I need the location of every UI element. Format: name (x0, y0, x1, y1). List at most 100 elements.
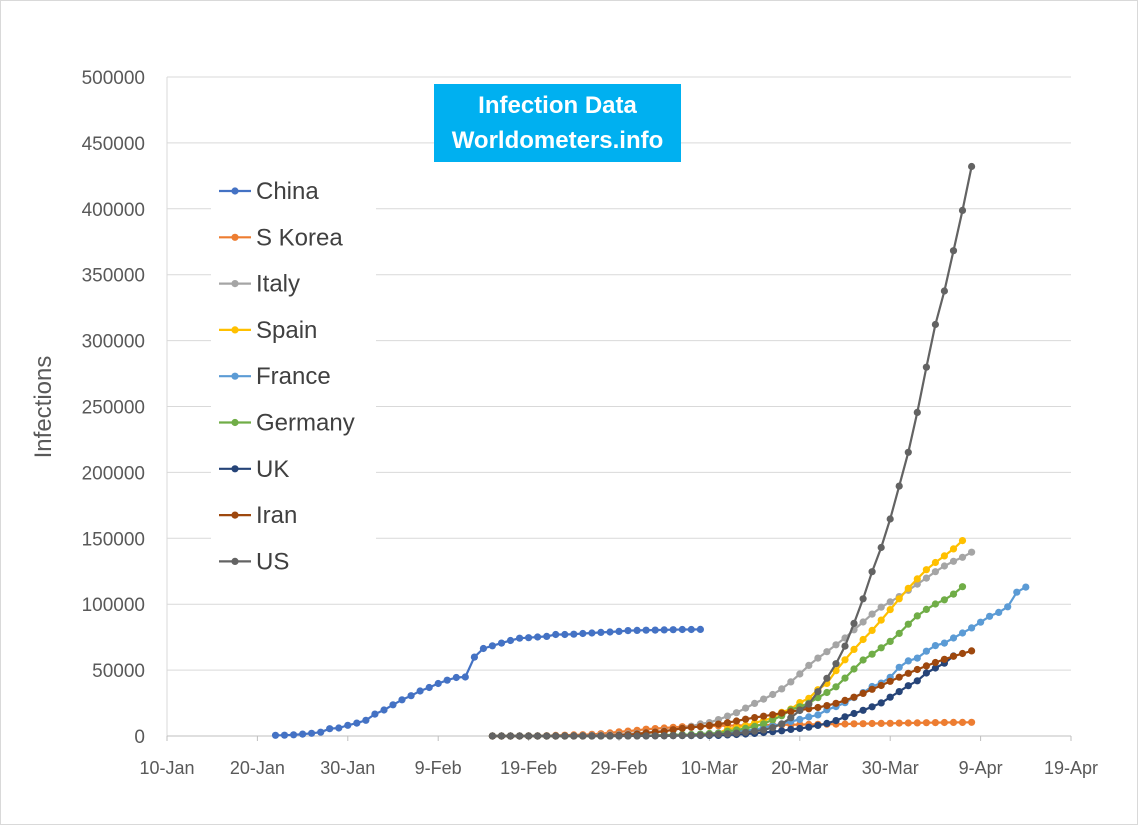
data-point (904, 682, 912, 690)
legend-item: Spain (219, 317, 317, 344)
y-tick-label: 500000 (82, 68, 145, 89)
legend: China S Korea Italy Spain France Germany UK Ira… (211, 169, 376, 583)
legend-label: France (256, 363, 331, 390)
data-point (859, 706, 867, 714)
data-point (678, 724, 686, 732)
series-line (492, 166, 973, 738)
data-point (769, 711, 777, 719)
legend-item: France (219, 363, 331, 390)
data-point (714, 730, 723, 738)
data-point (931, 558, 940, 567)
data-point (913, 408, 921, 416)
data-point (543, 732, 551, 740)
data-point (922, 719, 931, 727)
data-point (922, 363, 931, 371)
series-china (271, 625, 705, 739)
data-point (769, 690, 777, 699)
legend-item: S Korea (219, 224, 343, 251)
data-point (280, 731, 289, 739)
legend-label: Spain (256, 317, 317, 344)
data-point (380, 706, 388, 714)
data-point (940, 718, 949, 727)
data-point (796, 724, 804, 733)
data-point (778, 727, 786, 735)
data-point (958, 537, 967, 545)
data-point (787, 708, 795, 716)
data-point (895, 663, 903, 671)
data-point (922, 647, 931, 655)
data-point (949, 557, 958, 565)
data-point (823, 702, 831, 710)
data-point (859, 689, 867, 698)
data-point (949, 634, 958, 642)
data-point (922, 574, 931, 582)
data-point (344, 721, 352, 729)
data-point (832, 667, 840, 675)
data-point (977, 618, 985, 626)
x-axis-ticks: 10-Jan 20-Jan 30-Jan 9-Feb 19-Feb 29-Feb 10-Ma… (139, 736, 1098, 778)
data-point (922, 605, 931, 614)
data-point (651, 626, 659, 634)
data-point (642, 732, 650, 740)
data-point (597, 732, 605, 740)
data-point (452, 673, 460, 682)
data-point (895, 482, 903, 490)
data-point (696, 723, 705, 731)
data-point (886, 606, 894, 614)
data-point (705, 731, 714, 739)
legend-item: UK (219, 456, 289, 483)
data-point (317, 728, 325, 736)
data-point (832, 699, 840, 707)
data-point (940, 562, 949, 570)
data-point (877, 681, 885, 690)
data-point (615, 732, 623, 740)
y-tick-label: 0 (134, 727, 145, 748)
chart-subtitle: Worldometers.info (451, 127, 664, 154)
data-point (751, 699, 759, 708)
data-point (805, 700, 813, 708)
y-tick-label: 150000 (82, 529, 145, 550)
data-point (624, 732, 632, 740)
x-tick-label: 19-Feb (500, 758, 557, 778)
data-point (534, 633, 542, 641)
data-point (832, 660, 840, 668)
data-point (814, 711, 822, 719)
data-point (859, 595, 867, 603)
data-point (850, 709, 858, 718)
legend-marker (231, 187, 239, 195)
legend-marker (231, 280, 239, 288)
data-point (922, 566, 931, 574)
data-point (895, 595, 903, 603)
legend-item: Iran (219, 502, 297, 529)
data-point (760, 695, 768, 703)
data-point (787, 678, 795, 686)
data-point (516, 634, 524, 642)
data-point (949, 590, 958, 598)
data-point (968, 162, 976, 171)
data-point (805, 723, 813, 731)
series-line (492, 551, 973, 738)
data-point (841, 674, 849, 682)
data-point (742, 704, 750, 712)
data-point (606, 628, 614, 636)
data-point (832, 683, 840, 691)
data-point (353, 719, 361, 727)
data-point (796, 670, 804, 678)
legend-marker (231, 233, 239, 241)
data-point (290, 731, 298, 739)
data-point (326, 725, 334, 733)
data-point (886, 515, 894, 523)
data-point (751, 727, 759, 735)
data-point (841, 642, 849, 650)
data-point (335, 724, 343, 732)
y-tick-label: 250000 (82, 398, 145, 419)
legend-label: Italy (256, 271, 300, 298)
data-point (425, 683, 433, 692)
data-point (760, 720, 768, 728)
data-point (922, 669, 931, 677)
data-point (443, 676, 451, 684)
y-tick-label: 200000 (82, 463, 145, 484)
data-point (958, 629, 967, 637)
legend-label: S Korea (256, 224, 343, 251)
data-point (931, 600, 940, 608)
